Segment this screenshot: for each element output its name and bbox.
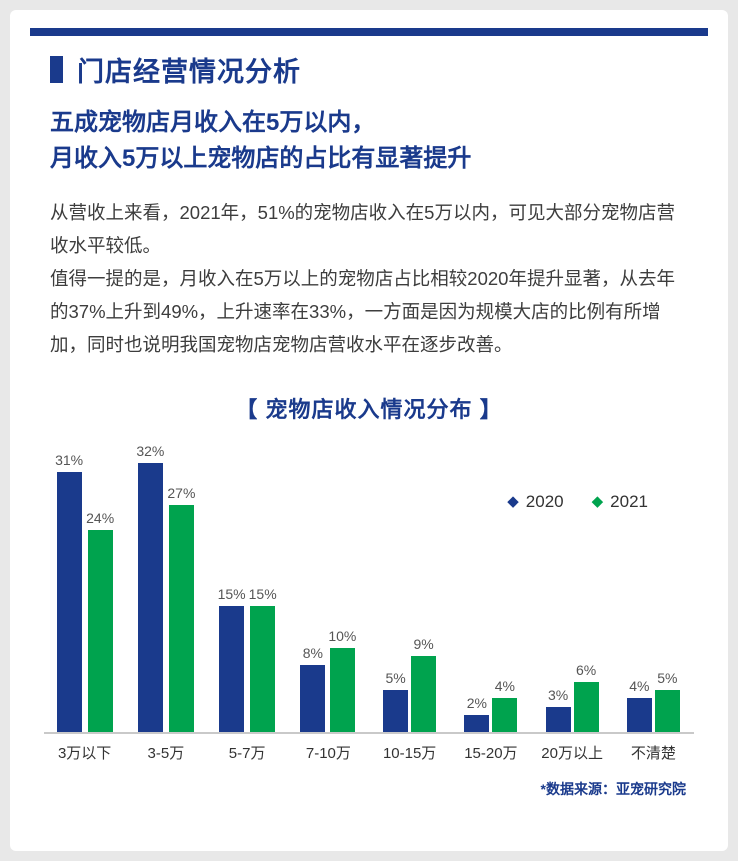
bar-2020 bbox=[383, 689, 409, 732]
page-title: 门店经营情况分析 bbox=[77, 57, 301, 87]
bar-value-label: 32% bbox=[136, 442, 165, 459]
legend-diamond-icon: ◆ bbox=[507, 493, 519, 511]
bar-value-label: 2% bbox=[466, 694, 487, 711]
bar-2020 bbox=[626, 697, 652, 732]
legend-item-2020: ◆ 2020 bbox=[507, 492, 563, 512]
x-axis-label: 5-7万 bbox=[228, 744, 266, 762]
bar-group: 3% 6% bbox=[532, 662, 613, 732]
bar-2021 bbox=[654, 689, 680, 732]
x-axis-label: 7-10万 bbox=[305, 744, 351, 762]
bar-2021 bbox=[329, 647, 355, 732]
x-axis-label: 20万以上 bbox=[541, 744, 603, 762]
bar-wrap-2021: 6% bbox=[573, 661, 599, 732]
bar-2021 bbox=[168, 504, 194, 732]
bar-value-label: 8% bbox=[302, 644, 323, 661]
subtitle-line-1: 五成宠物店月收入在5万以内， bbox=[50, 109, 376, 136]
title-bullet-icon bbox=[50, 56, 63, 83]
x-axis-label: 3-5万 bbox=[147, 744, 185, 762]
bar-group: 2% 4% bbox=[450, 678, 531, 732]
bar-wrap-2020: 5% bbox=[383, 669, 409, 732]
x-axis-label: 3万以下 bbox=[57, 744, 112, 762]
x-axis-label: 15-20万 bbox=[464, 744, 518, 762]
chart-plot-area: 31% 24% 32% 27% 15% 15% 8% 10% 5% 9% 2% 4% 3% 6% 4% 5% bbox=[44, 436, 694, 734]
legend-label: 2021 bbox=[610, 491, 648, 511]
bar-value-label: 5% bbox=[385, 669, 406, 686]
paragraph-1: 从营收上来看，2021年，51%的宠物店收入在5万以内，可见大部分宠物店营收水平… bbox=[50, 202, 675, 256]
bar-2021 bbox=[411, 655, 437, 732]
bar-wrap-2021: 27% bbox=[167, 485, 195, 732]
bar-wrap-2021: 15% bbox=[249, 586, 277, 732]
bar-wrap-2020: 4% bbox=[626, 677, 652, 732]
chart-title: 【 宠物店收入情况分布 】 bbox=[235, 396, 503, 422]
bar-2021 bbox=[250, 605, 276, 732]
legend-diamond-icon: ◆ bbox=[591, 493, 604, 511]
bar-chart: ◆ 2020 ◆ 2021 31% 24% 32% 27% 15% 15% 8% 10% 5% 9% 2%… bbox=[44, 436, 694, 763]
bar-wrap-2021: 4% bbox=[492, 677, 518, 732]
bar-wrap-2020: 32% bbox=[136, 443, 164, 732]
bar-wrap-2020: 15% bbox=[218, 586, 246, 732]
data-source: *数据来源：亚宠研究院 bbox=[540, 780, 686, 797]
subtitle-line-2: 月收入5万以上宠物店的占比有显著提升 bbox=[50, 145, 472, 172]
bar-value-label: 15% bbox=[217, 585, 246, 602]
bar-wrap-2021: 10% bbox=[328, 628, 356, 732]
bar-value-label: 31% bbox=[55, 451, 84, 468]
bar-wrap-2021: 5% bbox=[654, 669, 680, 732]
bar-2020 bbox=[545, 706, 571, 732]
bar-2020 bbox=[464, 714, 490, 732]
bar-group: 8% 10% bbox=[288, 628, 369, 732]
bar-2020 bbox=[219, 605, 245, 732]
bar-wrap-2020: 3% bbox=[545, 686, 571, 732]
x-axis-label: 10-15万 bbox=[382, 744, 437, 762]
bar-group: 5% 9% bbox=[369, 636, 450, 732]
bar-value-label: 27% bbox=[167, 484, 196, 501]
x-axis-label: 不清楚 bbox=[630, 744, 676, 762]
body-text: 从营收上来看，2021年，51%的宠物店收入在5万以内，可见大部分宠物店营收水平… bbox=[50, 197, 690, 362]
top-accent-bar bbox=[30, 28, 708, 36]
bar-wrap-2020: 31% bbox=[55, 452, 83, 732]
bar-value-label: 24% bbox=[86, 509, 115, 526]
chart-legend: ◆ 2020 ◆ 2021 bbox=[507, 492, 648, 512]
bar-value-label: 3% bbox=[548, 686, 569, 703]
bar-value-label: 5% bbox=[657, 669, 678, 686]
bar-group: 15% 15% bbox=[207, 586, 288, 732]
bar-2021 bbox=[492, 697, 518, 732]
bar-2020 bbox=[56, 471, 82, 732]
infographic-card: 门店经营情况分析 五成宠物店月收入在5万以内， 月收入5万以上宠物店的占比有显著… bbox=[10, 10, 728, 851]
legend-label: 2020 bbox=[525, 491, 564, 511]
bar-group: 4% 5% bbox=[613, 670, 694, 732]
bar-2021 bbox=[573, 681, 599, 732]
bar-value-label: 10% bbox=[328, 627, 357, 644]
x-axis: 3万以下 3-5万 5-7万 7-10万 10-15万 15-20万 20万以上 不清楚 bbox=[44, 734, 694, 763]
bar-2020 bbox=[137, 462, 163, 732]
bar-group: 32% 27% bbox=[125, 443, 206, 732]
bar-wrap-2021: 9% bbox=[411, 635, 437, 732]
bar-2020 bbox=[300, 664, 326, 732]
subtitle: 五成宠物店月收入在5万以内， 月收入5万以上宠物店的占比有显著提升 bbox=[50, 105, 688, 177]
bar-value-label: 9% bbox=[413, 635, 434, 652]
bar-wrap-2020: 8% bbox=[300, 644, 326, 732]
bar-wrap-2021: 24% bbox=[86, 510, 114, 732]
paragraph-2: 值得一提的是，月收入在5万以上的宠物店占比相较2020年提升显著，从去年的37%… bbox=[50, 267, 675, 355]
bar-value-label: 4% bbox=[494, 677, 515, 694]
bar-value-label: 6% bbox=[576, 661, 597, 678]
header: 门店经营情况分析 bbox=[50, 50, 688, 89]
bar-group: 31% 24% bbox=[44, 452, 125, 732]
bar-value-label: 4% bbox=[629, 677, 650, 694]
legend-item-2021: ◆ 2021 bbox=[592, 492, 648, 512]
bar-wrap-2020: 2% bbox=[464, 694, 490, 732]
bar-2021 bbox=[87, 529, 113, 732]
bar-value-label: 15% bbox=[248, 585, 277, 602]
